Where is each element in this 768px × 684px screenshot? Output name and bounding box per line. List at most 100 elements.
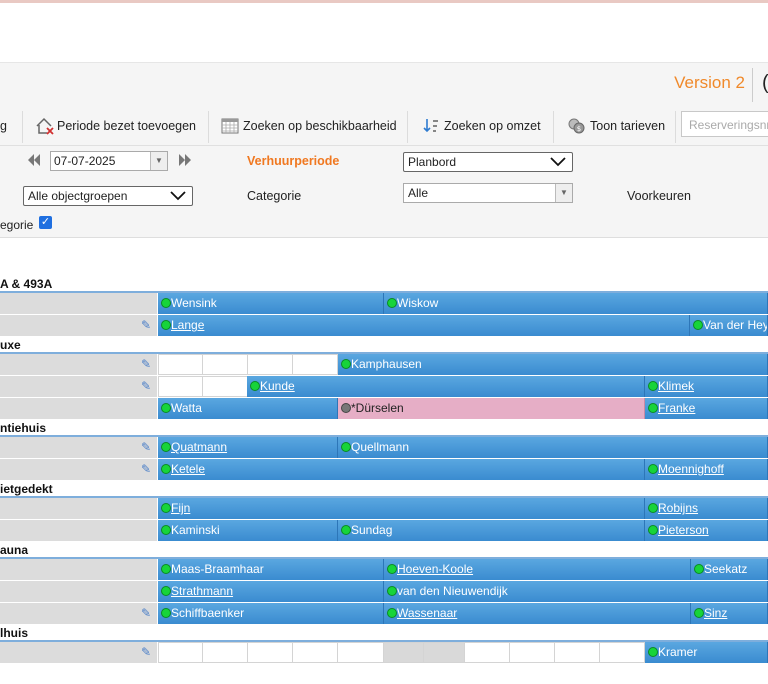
unit-row-label: ✎	[0, 376, 157, 398]
unit-row-label	[0, 293, 157, 315]
search-availability-button[interactable]: Zoeken op beschikbaarheid	[221, 113, 397, 139]
booking-bar[interactable]: Sundag	[338, 520, 645, 541]
free-cell[interactable]	[337, 642, 384, 663]
pencil-icon[interactable]: ✎	[141, 606, 152, 620]
booking-name: Kamphausen	[351, 357, 422, 371]
previous-arrow-icon[interactable]	[27, 153, 41, 167]
free-cell[interactable]	[202, 354, 248, 375]
free-cell[interactable]	[292, 354, 338, 375]
blocked-cell[interactable]	[423, 642, 465, 663]
booking-name: Wensink	[171, 296, 217, 310]
booking-bar[interactable]: Pieterson	[645, 520, 768, 541]
booking-bar[interactable]: Watta	[158, 398, 338, 419]
booking-bar-pending[interactable]: *Dürselen	[338, 398, 645, 419]
category-select[interactable]: Alle ▼	[403, 183, 573, 203]
free-cell[interactable]	[158, 354, 203, 375]
view-select[interactable]: Planbord	[403, 152, 573, 172]
free-cell[interactable]	[247, 642, 293, 663]
status-dot-icon	[648, 464, 658, 474]
booking-bar[interactable]: van den Nieuwendijk	[384, 581, 768, 602]
booking-bar[interactable]: Seekatz	[691, 559, 768, 580]
unit-row-label	[0, 520, 157, 542]
status-dot-icon	[161, 442, 171, 452]
free-cell[interactable]	[464, 642, 510, 663]
objectgroups-select-value: Alle objectgroepen	[28, 189, 128, 203]
show-rates-button[interactable]: $ Toon tarieven	[567, 113, 665, 139]
logo-partial: (	[762, 72, 768, 95]
pencil-icon[interactable]: ✎	[141, 440, 152, 454]
preferences-label: Voorkeuren	[627, 189, 691, 203]
booking-bar[interactable]: Maas-Braamhaar	[158, 559, 384, 580]
chevron-down-icon	[170, 191, 186, 201]
category-label: Categorie	[247, 189, 302, 203]
booking-bar[interactable]: Strathmann	[158, 581, 384, 602]
status-dot-icon	[693, 320, 703, 330]
booking-bar[interactable]: Wensink	[158, 293, 384, 314]
category-checkbox[interactable]: ✓	[39, 216, 52, 229]
booking-bar[interactable]: Ketele	[158, 459, 645, 480]
period-occupied-button[interactable]: Periode bezet toevoegen	[35, 113, 196, 139]
next-arrow-icon[interactable]	[178, 153, 192, 167]
booking-bar[interactable]: Kunde	[247, 376, 645, 397]
status-dot-icon	[250, 381, 260, 391]
status-dot-icon	[341, 403, 351, 413]
house-remove-icon	[36, 117, 54, 135]
svg-text:$: $	[577, 125, 581, 133]
unit-row-label: ✎	[0, 642, 157, 664]
free-cell[interactable]	[158, 642, 203, 663]
status-dot-icon	[387, 608, 397, 618]
header-band	[0, 62, 768, 107]
booking-bar[interactable]: Kramer	[645, 642, 768, 663]
toolbar-partial-button[interactable]: g	[0, 113, 7, 139]
pencil-icon[interactable]: ✎	[141, 357, 152, 371]
booking-name: Maas-Braamhaar	[171, 562, 264, 576]
blocked-cell[interactable]	[383, 642, 424, 663]
booking-bar[interactable]: Robijns	[645, 498, 768, 519]
booking-name: Quatmann	[171, 440, 228, 454]
version-label: Version 2	[674, 73, 745, 92]
free-cell[interactable]	[292, 642, 338, 663]
show-rates-label: Toon tarieven	[590, 119, 666, 133]
booking-bar[interactable]: Wiskow	[384, 293, 768, 314]
status-dot-icon	[161, 464, 171, 474]
pencil-icon[interactable]: ✎	[141, 462, 152, 476]
pencil-icon[interactable]: ✎	[141, 379, 152, 393]
booking-bar[interactable]: Moennighoff	[645, 459, 768, 480]
booking-name: van den Nieuwendijk	[397, 584, 508, 598]
reservation-search-input[interactable]: Reserveringsnr	[681, 111, 768, 137]
free-cell[interactable]	[158, 376, 203, 397]
booking-name: Franke	[658, 401, 696, 415]
booking-bar[interactable]: Quellmann	[338, 437, 768, 458]
booking-name: Van der Hey	[703, 318, 768, 332]
pencil-icon[interactable]: ✎	[141, 318, 152, 332]
booking-bar[interactable]: Lange	[158, 315, 690, 336]
booking-bar[interactable]: Kaminski	[158, 520, 338, 541]
booking-bar[interactable]: Sinz	[691, 603, 768, 624]
free-cell[interactable]	[599, 642, 645, 663]
pencil-icon[interactable]: ✎	[141, 645, 152, 659]
booking-bar[interactable]: Van der Hey	[690, 315, 768, 336]
booking-bar[interactable]: Wassenaar	[384, 603, 691, 624]
unit-row-label: ✎	[0, 603, 157, 625]
free-cell[interactable]	[554, 642, 600, 663]
free-cell[interactable]	[247, 354, 293, 375]
booking-bar[interactable]: Fijn	[158, 498, 645, 519]
booking-name: Hoeven-Koole	[397, 562, 474, 576]
booking-bar[interactable]: Klimek	[645, 376, 768, 397]
date-input[interactable]: 07-07-2025 ▼	[50, 151, 168, 171]
booking-bar[interactable]: Franke	[645, 398, 768, 419]
objectgroups-select[interactable]: Alle objectgroepen	[23, 186, 193, 206]
status-dot-icon	[387, 564, 397, 574]
free-cell[interactable]	[509, 642, 555, 663]
booking-bar[interactable]: Schiffbaenker	[158, 603, 384, 624]
booking-name: Watta	[171, 401, 202, 415]
free-cell[interactable]	[202, 642, 248, 663]
chevron-down-icon[interactable]: ▼	[150, 152, 167, 170]
booking-bar[interactable]: Hoeven-Koole	[384, 559, 691, 580]
free-cell[interactable]	[202, 376, 248, 397]
sort-arrow-icon	[423, 119, 438, 133]
booking-bar[interactable]: Kamphausen	[338, 354, 768, 375]
search-revenue-button[interactable]: Zoeken op omzet	[422, 113, 541, 139]
group-divider	[0, 352, 768, 354]
booking-bar[interactable]: Quatmann	[158, 437, 338, 458]
